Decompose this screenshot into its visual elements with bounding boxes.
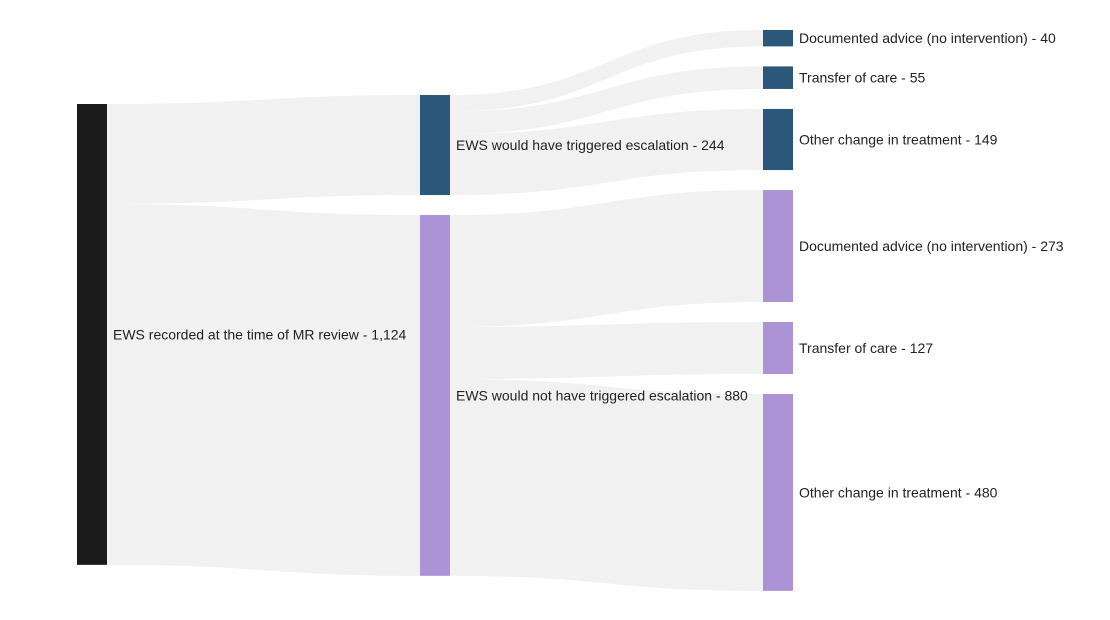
node-label-n_oth: Other change in treatment - 480: [799, 484, 998, 500]
node-label-n_tra: Transfer of care - 127: [799, 340, 933, 356]
node-n_adv[interactable]: [763, 190, 793, 302]
node-n_oth[interactable]: [763, 394, 793, 591]
link-root-notrig[interactable]: [107, 204, 420, 576]
node-t_adv[interactable]: [763, 30, 793, 47]
node-label-t_tra: Transfer of care - 55: [799, 70, 926, 86]
link-notrig-n_oth[interactable]: [450, 379, 763, 591]
link-trig-t_tra[interactable]: [450, 66, 763, 134]
sankey-nodes: [77, 30, 793, 591]
node-label-t_adv: Documented advice (no intervention) - 40: [799, 30, 1056, 46]
link-notrig-n_adv[interactable]: [450, 190, 763, 327]
node-n_tra[interactable]: [763, 321, 793, 375]
node-label-trig: EWS would have triggered escalation - 24…: [456, 137, 725, 153]
node-notrig[interactable]: [420, 215, 450, 576]
node-t_oth[interactable]: [763, 108, 793, 171]
node-trig[interactable]: [420, 95, 450, 196]
link-trig-t_adv[interactable]: [450, 30, 763, 112]
node-root[interactable]: [77, 104, 107, 565]
node-label-root: EWS recorded at the time of MR review - …: [113, 326, 407, 342]
node-t_tra[interactable]: [763, 66, 793, 89]
link-root-trig[interactable]: [107, 95, 420, 205]
node-label-t_oth: Other change in treatment - 149: [799, 131, 998, 147]
sankey-links: [107, 30, 763, 591]
node-label-notrig: EWS would not have triggered escalation …: [456, 387, 748, 403]
link-trig-t_oth[interactable]: [450, 108, 763, 196]
link-notrig-n_tra[interactable]: [450, 321, 763, 380]
sankey-labels: EWS recorded at the time of MR review - …: [113, 30, 1064, 500]
node-label-n_adv: Documented advice (no intervention) - 27…: [799, 238, 1064, 254]
